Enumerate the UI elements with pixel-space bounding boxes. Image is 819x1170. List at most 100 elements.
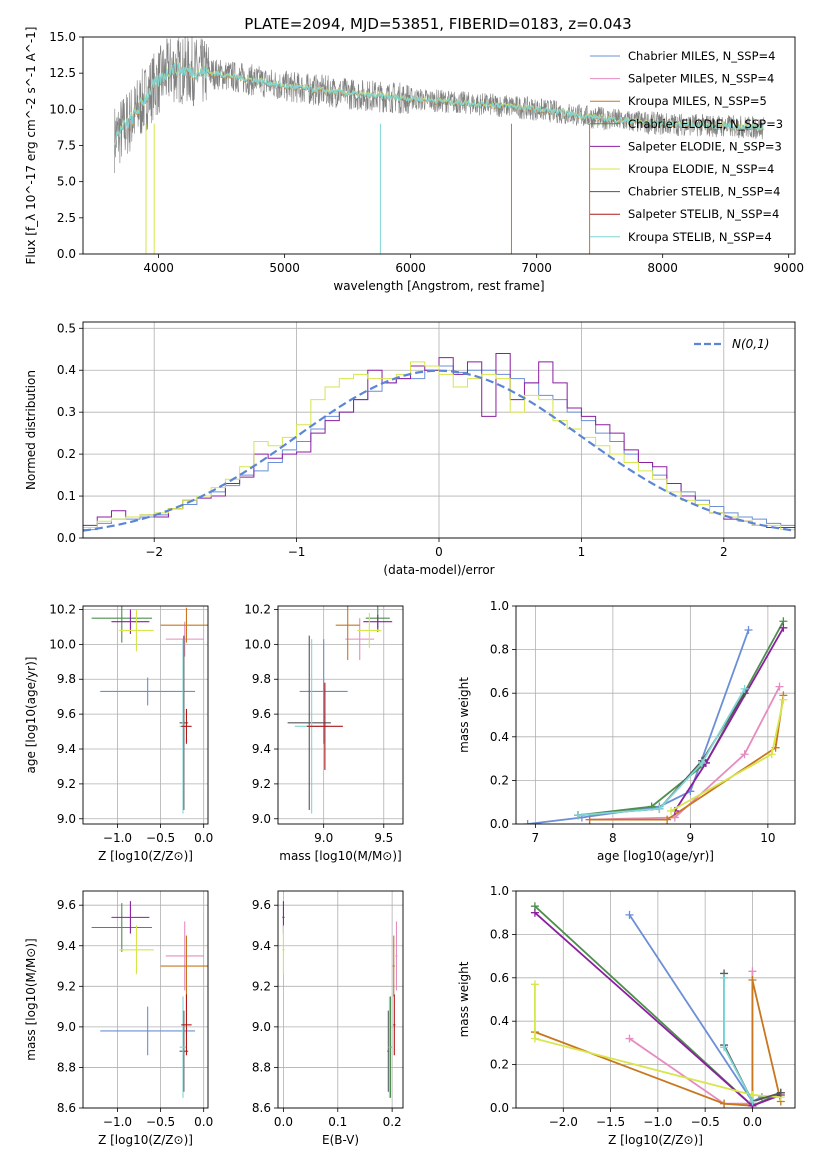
- x-tick-label: 8000: [647, 261, 678, 275]
- panel-age-vs-mass: 9.0 9.5 9.0 9.2 9.4 9.6 9.8 10.0 10.2 mass [log10…: [244, 602, 404, 863]
- y-tick-label: 1.0: [490, 884, 509, 898]
- legend-label: Chabrier MILES, N_SSP=4: [628, 49, 775, 63]
- y-tick-label: 9.0: [252, 1020, 271, 1034]
- x-tick-label: 9.0: [314, 831, 333, 845]
- mass-weight-marker: [779, 623, 788, 632]
- legend-label: Kroupa STELIB, N_SSP=4: [628, 230, 772, 244]
- mass-weight-marker: [530, 908, 539, 917]
- panel-massweight-vs-age: 7 8 9 10 0.0 0.2 0.4 0.6 0.8 1.0 age [log10(age/yr…: [457, 599, 796, 863]
- mass-weight-marker: [530, 1034, 539, 1043]
- legend-label: Kroupa ELODIE, N_SSP=4: [628, 162, 774, 176]
- y-tick-label: 9.0: [57, 1020, 76, 1034]
- y-tick-label: 5.0: [57, 175, 76, 189]
- y-tick-label: 0.6: [490, 686, 509, 700]
- mass-weight-line-5: [670, 699, 785, 812]
- mass-weight-marker: [530, 980, 539, 989]
- mass-weight-marker: [523, 820, 532, 824]
- y-tick-label: 10.0: [244, 637, 271, 651]
- y-tick-label: 9.6: [252, 898, 271, 912]
- y-axis-label: Flux [f_λ 10^-17 erg cm^-2 s^-1 A^-1]: [24, 27, 38, 265]
- y-tick-label: 1.0: [490, 599, 509, 613]
- plot-area: [83, 352, 795, 538]
- x-tick-label: −2: [145, 545, 163, 559]
- x-tick-label: 6000: [395, 261, 426, 275]
- y-tick-label: 9.6: [57, 898, 76, 912]
- x-tick-label: 9: [687, 831, 695, 845]
- legend-label: Salpeter ELODIE, N_SSP=3: [628, 139, 782, 153]
- plot-area: [523, 617, 788, 824]
- y-tick-label: 0.0: [57, 531, 76, 545]
- y-tick-label: 15.0: [49, 30, 76, 44]
- y-tick-label: 9.4: [57, 939, 76, 953]
- y-tick-label: 12.5: [49, 66, 76, 80]
- axes-frame: [82, 36, 796, 255]
- panel-residuals: −2 −1 0 1 2 0.0 0.1 0.2 0.3 0.4 0.5 (data-model)/er…: [24, 321, 796, 577]
- y-tick-label: 9.0: [57, 812, 76, 826]
- figure-title: PLATE=2094, MJD=53851, FIBERID=0183, z=0…: [244, 15, 631, 33]
- y-axis-label: age [log10(age/yr)]: [24, 657, 38, 774]
- legend-label: Kroupa MILES, N_SSP=5: [628, 94, 767, 108]
- x-tick-label: 7: [532, 831, 540, 845]
- y-tick-label: 2.5: [57, 211, 76, 225]
- mass-weight-line-0: [628, 914, 763, 1103]
- y-tick-label: 0.0: [490, 1101, 509, 1115]
- axes-frame: [82, 321, 796, 539]
- x-tick-label: 0: [435, 545, 443, 559]
- x-axis-label: Z [log10(Z/Z⊙)]: [608, 1133, 703, 1147]
- y-axis-label: Normed distribution: [24, 370, 38, 490]
- x-tick-label: −1.5: [596, 1115, 625, 1129]
- x-axis-label: E(B-V): [322, 1133, 359, 1147]
- y-tick-label: 9.8: [57, 672, 76, 686]
- x-tick-label: −0.5: [146, 831, 175, 845]
- x-tick-label: 8: [609, 831, 617, 845]
- mass-weight-line-1: [628, 971, 754, 1105]
- mass-weight-marker: [720, 973, 729, 982]
- panel-age-vs-Z: −1.0 −0.5 0.0 9.0 9.2 9.4 9.6 9.8 10.0 10.2 Z [log…: [24, 602, 213, 863]
- plot-area: [282, 901, 398, 1098]
- y-tick-label: 0.5: [57, 321, 76, 335]
- y-tick-label: 0.4: [490, 730, 509, 744]
- mass-weight-marker: [655, 804, 664, 813]
- mass-weight-marker: [779, 695, 788, 704]
- x-axis-label: (data-model)/error: [383, 563, 494, 577]
- x-tick-label: 4000: [143, 261, 174, 275]
- y-tick-label: 0.2: [57, 447, 76, 461]
- legend-label: Salpeter MILES, N_SSP=4: [628, 72, 774, 86]
- y-tick-label: 0.1: [57, 489, 76, 503]
- y-tick-label: 8.6: [57, 1101, 76, 1115]
- axes-frame: [515, 605, 796, 825]
- mass-weight-marker: [775, 682, 784, 691]
- plot-area: [91, 901, 208, 1098]
- x-tick-label: 0.0: [274, 1115, 293, 1129]
- legend-label: N(0,1): [732, 337, 769, 351]
- axes-frame: [82, 605, 209, 825]
- x-axis-label: Z [log10(Z/Z⊙)]: [98, 1133, 193, 1147]
- x-axis-label: age [log10(age/yr)]: [597, 849, 714, 863]
- axes-frame: [515, 890, 796, 1109]
- x-tick-label: 7000: [521, 261, 552, 275]
- y-tick-label: 0.0: [57, 247, 76, 261]
- panel-mass-vs-Z: −1.0 −0.5 0.0 8.6 8.8 9.0 9.2 9.4 9.6 Z [log10(Z/…: [24, 890, 213, 1147]
- legend: Chabrier MILES, N_SSP=4 Salpeter MILES, N…: [590, 49, 783, 244]
- panel-mass-vs-EBV: 0.0 0.1 0.2 8.6 8.8 9.0 9.2 9.4 9.6 E(B-V): [252, 890, 404, 1147]
- y-tick-label: 0.3: [57, 405, 76, 419]
- y-tick-label: 7.5: [57, 139, 76, 153]
- x-tick-label: 1: [578, 545, 586, 559]
- axes-frame: [277, 890, 404, 1109]
- mass-weight-line-1: [589, 686, 781, 821]
- x-axis-label: wavelength [Angstrom, rest frame]: [333, 279, 544, 293]
- x-tick-label: −0.5: [691, 1115, 720, 1129]
- y-tick-label: 8.8: [252, 1060, 271, 1074]
- plot-area: [114, 37, 764, 254]
- x-tick-label: −1.0: [643, 1115, 672, 1129]
- y-tick-label: 9.4: [57, 742, 76, 756]
- panels: 4000 5000 6000 7000 8000 90000.02.55.07.510.0…: [24, 27, 804, 1147]
- panel-massweight-vs-Z: −2.0 −1.5 −1.0 −0.5 0.0 0.0 0.2 0.4 0.6 0.8 1.0 Z […: [457, 884, 796, 1147]
- axes-frame: [277, 605, 404, 825]
- y-tick-label: 9.0: [252, 812, 271, 826]
- y-tick-label: 0.6: [490, 971, 509, 985]
- legend-label: Chabrier ELODIE, N_SSP=3: [628, 117, 783, 131]
- legend-label: Salpeter STELIB, N_SSP=4: [628, 207, 779, 221]
- mass-weight-marker: [767, 750, 776, 759]
